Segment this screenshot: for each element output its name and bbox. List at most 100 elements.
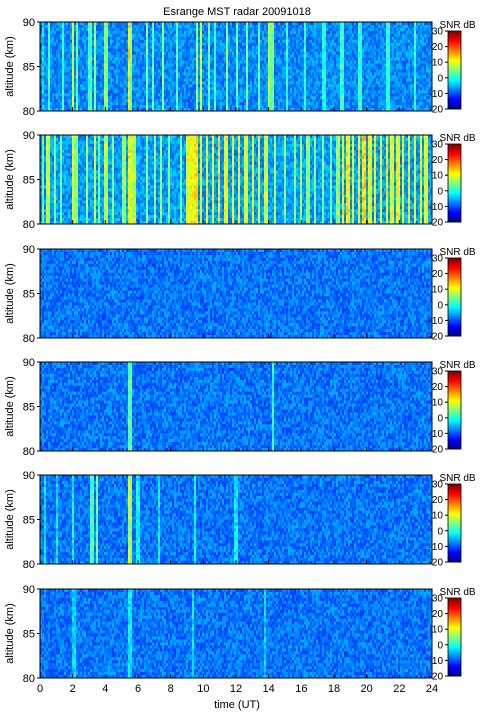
heatmap-cell (130, 66, 133, 70)
heatmap-cell (290, 33, 293, 38)
heatmap-cell (60, 69, 63, 73)
heatmap-cell (70, 99, 73, 103)
heatmap-cell (202, 45, 205, 49)
heatmap-cell (126, 33, 129, 38)
heatmap-cell (258, 99, 261, 103)
heatmap-cell (232, 72, 235, 76)
heatmap-cell (228, 81, 231, 85)
heatmap-cell (250, 27, 253, 32)
heatmap-cell (48, 105, 51, 109)
heatmap-cell (48, 36, 51, 41)
heatmap-cell (248, 36, 251, 41)
heatmap-cell (148, 36, 151, 41)
heatmap-cell (204, 93, 207, 97)
heatmap-cell (122, 39, 125, 44)
heatmap-cell (304, 75, 307, 79)
heatmap-cell (176, 99, 179, 103)
heatmap-cell (252, 54, 255, 58)
heatmap-cell (330, 33, 333, 38)
heatmap-cell (140, 36, 143, 41)
heatmap-cell (266, 69, 269, 73)
heatmap-cell (100, 69, 103, 73)
heatmap-cell (200, 72, 203, 76)
heatmap-cell (238, 78, 241, 82)
heatmap-cell (188, 54, 191, 58)
heatmap-cell (292, 93, 295, 97)
heatmap-cell (230, 78, 233, 82)
heatmap-cell (358, 66, 361, 70)
heatmap-cell (208, 81, 211, 85)
heatmap-cell (94, 84, 97, 88)
heatmap-cell (288, 33, 291, 38)
heatmap-cell (360, 24, 363, 29)
heatmap-cell (72, 24, 75, 29)
heatmap-cell (218, 24, 221, 29)
heatmap-cell (330, 90, 333, 94)
heatmap-cell (224, 27, 227, 32)
heatmap-cell (312, 87, 315, 91)
heatmap-cell (84, 93, 87, 97)
heatmap-cell (298, 84, 301, 88)
heatmap-cell (286, 45, 289, 49)
heatmap-cell (194, 96, 197, 100)
heatmap-cell (172, 22, 175, 26)
heatmap-cell (344, 54, 347, 58)
heatmap-cell (332, 87, 335, 91)
heatmap-cell (246, 54, 249, 58)
heatmap-cell (338, 39, 341, 44)
heatmap-cell (122, 45, 125, 49)
heatmap-cell (80, 87, 83, 91)
heatmap-cell (358, 96, 361, 100)
heatmap-cell (356, 90, 359, 94)
heatmap-cell (204, 30, 207, 35)
heatmap-cell (212, 66, 215, 70)
heatmap-cell (148, 105, 151, 109)
heatmap-cell (264, 45, 267, 49)
heatmap-cell (210, 84, 213, 88)
heatmap-cell (370, 69, 373, 73)
heatmap-cell (328, 54, 331, 58)
heatmap-cell (324, 102, 327, 106)
heatmap-cell (330, 54, 333, 58)
heatmap-cell (40, 105, 43, 109)
heatmap-cell (208, 105, 211, 109)
heatmap-cell (200, 93, 203, 97)
heatmap-cell (102, 63, 105, 67)
heatmap-cell (146, 60, 149, 64)
heatmap-cell (108, 36, 111, 41)
heatmap-cell (198, 45, 201, 49)
heatmap-cell (156, 84, 159, 88)
heatmap-cell (96, 72, 99, 76)
heatmap-cell (140, 72, 143, 76)
heatmap-cell (210, 45, 213, 49)
heatmap-cell (158, 105, 161, 109)
heatmap-cell (300, 99, 303, 103)
heatmap-cell (272, 42, 275, 47)
heatmap-cell (244, 57, 247, 61)
heatmap-cell (102, 22, 105, 26)
heatmap-cell (94, 39, 97, 44)
heatmap-cell (44, 63, 47, 67)
heatmap-cell (286, 54, 289, 58)
heatmap-cell (258, 81, 261, 85)
heatmap-cell (232, 87, 235, 91)
heatmap-cell (258, 84, 261, 88)
heatmap-cell (64, 45, 67, 49)
heatmap-cell (110, 87, 113, 91)
heatmap-cell (356, 45, 359, 49)
heatmap-cell (334, 45, 337, 49)
heatmap-cell (264, 96, 267, 100)
heatmap-cell (350, 42, 353, 47)
heatmap-cell (366, 57, 369, 61)
heatmap-cell (166, 81, 169, 85)
heatmap-cell (306, 90, 309, 94)
heatmap-cell (194, 105, 197, 109)
heatmap-cell (322, 51, 325, 55)
heatmap-cell (318, 78, 321, 82)
heatmap-cell (86, 54, 89, 58)
heatmap-cell (64, 108, 67, 112)
heatmap-cell (168, 22, 171, 26)
heatmap-cell (100, 90, 103, 94)
heatmap-cell (336, 87, 339, 91)
heatmap-cell (216, 93, 219, 97)
